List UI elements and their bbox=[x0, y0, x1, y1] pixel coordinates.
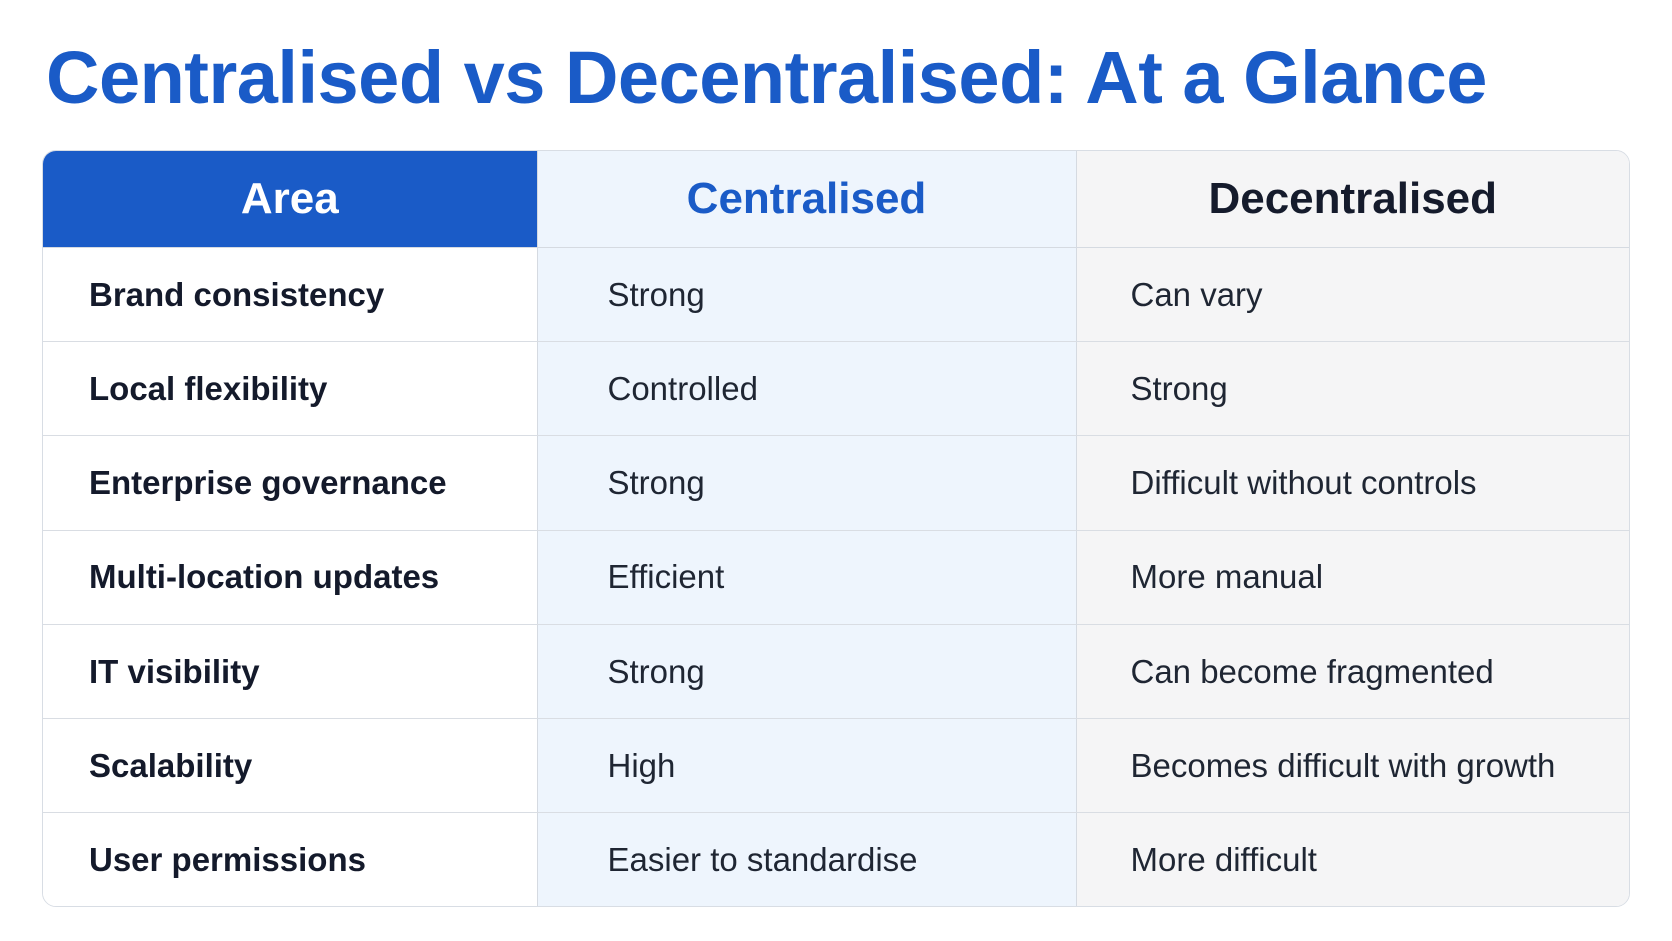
row-area-cell: IT visibility bbox=[43, 624, 537, 720]
row-centralised-cell: Efficient bbox=[536, 530, 1076, 625]
comparison-table: Area Centralised Decentralised Brand con… bbox=[43, 151, 1629, 906]
row-decentralised-cell: More difficult bbox=[1075, 812, 1629, 906]
row-centralised-cell: Strong bbox=[536, 624, 1076, 720]
row-centralised-cell: Strong bbox=[536, 435, 1076, 531]
header-row: Area Centralised Decentralised bbox=[43, 151, 1629, 248]
table-row: Local flexibility Controlled Strong bbox=[43, 341, 1629, 437]
row-decentralised-cell: More manual bbox=[1075, 530, 1629, 625]
table-row: IT visibility Strong Can become fragment… bbox=[43, 624, 1629, 720]
row-decentralised-cell: Can become fragmented bbox=[1075, 624, 1629, 720]
table-header: Area Centralised Decentralised bbox=[43, 151, 1629, 248]
row-decentralised-cell: Strong bbox=[1075, 341, 1629, 437]
page-title: Centralised vs Decentralised: At a Glanc… bbox=[46, 36, 1487, 119]
row-area-cell: Enterprise governance bbox=[43, 435, 537, 531]
table-row: Scalability High Becomes difficult with … bbox=[43, 718, 1629, 814]
row-area-cell: User permissions bbox=[43, 812, 537, 906]
table-row: Multi-location updates Efficient More ma… bbox=[43, 530, 1629, 625]
header-centralised: Centralised bbox=[536, 151, 1076, 248]
comparison-table-card: Area Centralised Decentralised Brand con… bbox=[42, 150, 1630, 907]
row-centralised-cell: Strong bbox=[536, 247, 1076, 343]
row-centralised-cell: Easier to standardise bbox=[536, 812, 1076, 906]
header-area: Area bbox=[43, 151, 537, 248]
row-decentralised-cell: Difficult without controls bbox=[1075, 435, 1629, 531]
row-centralised-cell: High bbox=[536, 718, 1076, 814]
table-row: User permissions Easier to standardise M… bbox=[43, 812, 1629, 906]
row-area-cell: Multi-location updates bbox=[43, 530, 537, 625]
row-decentralised-cell: Can vary bbox=[1075, 247, 1629, 343]
row-area-cell: Brand consistency bbox=[43, 247, 537, 343]
table-body: Brand consistency Strong Can vary Local … bbox=[43, 247, 1629, 906]
header-decentralised: Decentralised bbox=[1075, 151, 1629, 248]
row-centralised-cell: Controlled bbox=[536, 341, 1076, 437]
table-row: Brand consistency Strong Can vary bbox=[43, 247, 1629, 343]
row-area-cell: Local flexibility bbox=[43, 341, 537, 437]
table-row: Enterprise governance Strong Difficult w… bbox=[43, 435, 1629, 531]
row-area-cell: Scalability bbox=[43, 718, 537, 814]
row-decentralised-cell: Becomes difficult with growth bbox=[1075, 718, 1629, 814]
